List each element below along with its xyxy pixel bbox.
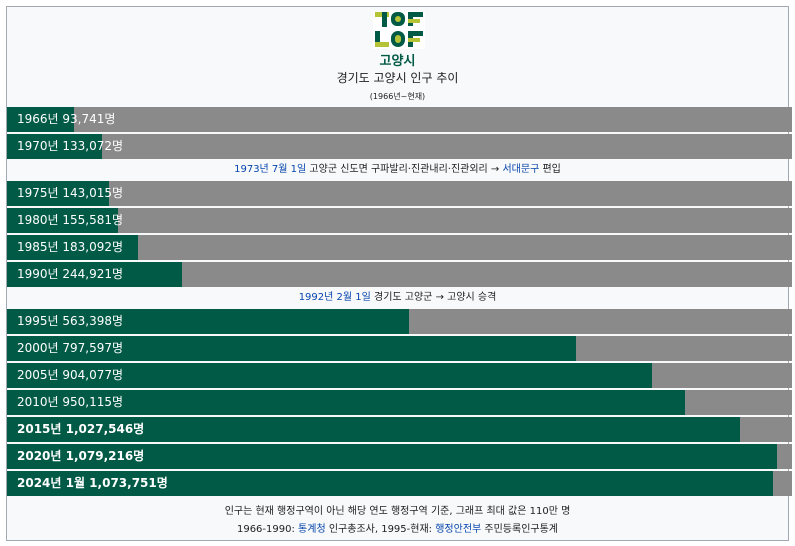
bar-row: 2005년 904,077명 xyxy=(7,363,792,388)
event-annotation: 1992년 2월 1일 경기도 고양군 → 고양시 승격 xyxy=(7,289,788,307)
chart-subtitle: (1966년~현재) xyxy=(369,92,426,101)
bar-label: 1995년 563,398명 xyxy=(17,314,124,328)
bar-label: 1980년 155,581명 xyxy=(17,213,124,227)
bar-label: 2010년 950,115명 xyxy=(17,395,124,409)
bar-label: 2015년 1,027,546명 xyxy=(17,422,145,436)
goyang-city-logo xyxy=(373,11,425,49)
bar-row: 2024년 1월 1,073,751명 xyxy=(7,471,792,496)
source-link-mois[interactable]: 행정안전부 xyxy=(435,524,482,535)
bar-row: 1980년 155,581명 xyxy=(7,208,792,233)
chart-title: 경기도 고양시 인구 추이 xyxy=(336,71,459,85)
bar xyxy=(7,208,118,233)
bar xyxy=(7,390,685,415)
footnote: 인구는 현재 행정구역이 아닌 해당 연도 행정구역 기준, 그래프 최대 값은… xyxy=(7,502,788,517)
bar-label: 1975년 143,015명 xyxy=(17,186,124,200)
bar-label: 2005년 904,077명 xyxy=(17,368,124,382)
bar xyxy=(7,107,74,132)
bar xyxy=(7,235,138,260)
source-line: 1966-1990: 통계청 인구총조사, 1995-현재: 행정안전부 주민등… xyxy=(7,520,788,535)
bar-label: 2000년 797,597명 xyxy=(17,341,124,355)
bar-row: 2010년 950,115명 xyxy=(7,390,792,415)
bar-label: 1990년 244,921명 xyxy=(17,267,124,281)
event-text: 경기도 고양군 → 고양시 승격 xyxy=(370,292,497,303)
bar-label: 1970년 133,072명 xyxy=(17,139,124,153)
bar-row: 1995년 563,398명 xyxy=(7,309,792,334)
bar-label: 1966년 93,741명 xyxy=(17,112,116,126)
event-date-link[interactable]: 1973년 7월 1일 xyxy=(234,164,307,175)
source-link-kostat[interactable]: 통계청 xyxy=(298,524,326,535)
event-annotation: 1973년 7월 1일 고양군 신도면 구파발리·진관내리·진관외리 → 서대문… xyxy=(7,161,788,179)
bar xyxy=(7,417,740,442)
population-chart-box: 고양시 경기도 고양시 인구 추이 (1966년~현재) 1966년 93,74… xyxy=(6,6,792,541)
bar xyxy=(7,336,576,361)
event-text: 고양군 신도면 구파발리·진관내리·진관외리 → xyxy=(306,164,503,175)
bar xyxy=(7,363,652,388)
bar xyxy=(7,309,409,334)
bar xyxy=(7,262,182,287)
source-text-2: 주민등록인구통계 xyxy=(484,524,559,535)
event-date-link[interactable]: 1992년 2월 1일 xyxy=(298,292,371,303)
bar-row: 1990년 244,921명 xyxy=(7,262,792,287)
bar-label: 1985년 183,092명 xyxy=(17,240,124,254)
bar-row: 1970년 133,072명 xyxy=(7,134,792,159)
city-name: 고양시 xyxy=(379,54,416,69)
event-suffix: 편입 xyxy=(539,164,561,175)
source-prefix-1: 1966-1990: xyxy=(236,524,295,535)
bar-label: 2020년 1,079,216명 xyxy=(17,449,145,463)
footnote-text: 인구는 현재 행정구역이 아닌 해당 연도 행정구역 기준, 그래프 최대 값은… xyxy=(224,506,571,517)
bar xyxy=(7,134,102,159)
bar-row: 1966년 93,741명 xyxy=(7,107,792,132)
bar xyxy=(7,181,109,206)
bar xyxy=(7,471,773,496)
source-text-1: 인구총조사, 1995-현재: xyxy=(328,524,433,535)
bar-row: 2020년 1,079,216명 xyxy=(7,444,792,469)
bar-row: 1985년 183,092명 xyxy=(7,235,792,260)
bar-label: 2024년 1월 1,073,751명 xyxy=(17,476,168,490)
event-link[interactable]: 서대문구 xyxy=(502,164,540,175)
bar-row: 1975년 143,015명 xyxy=(7,181,792,206)
bar-row: 2015년 1,027,546명 xyxy=(7,417,792,442)
bar-row: 2000년 797,597명 xyxy=(7,336,792,361)
bar xyxy=(7,444,777,469)
